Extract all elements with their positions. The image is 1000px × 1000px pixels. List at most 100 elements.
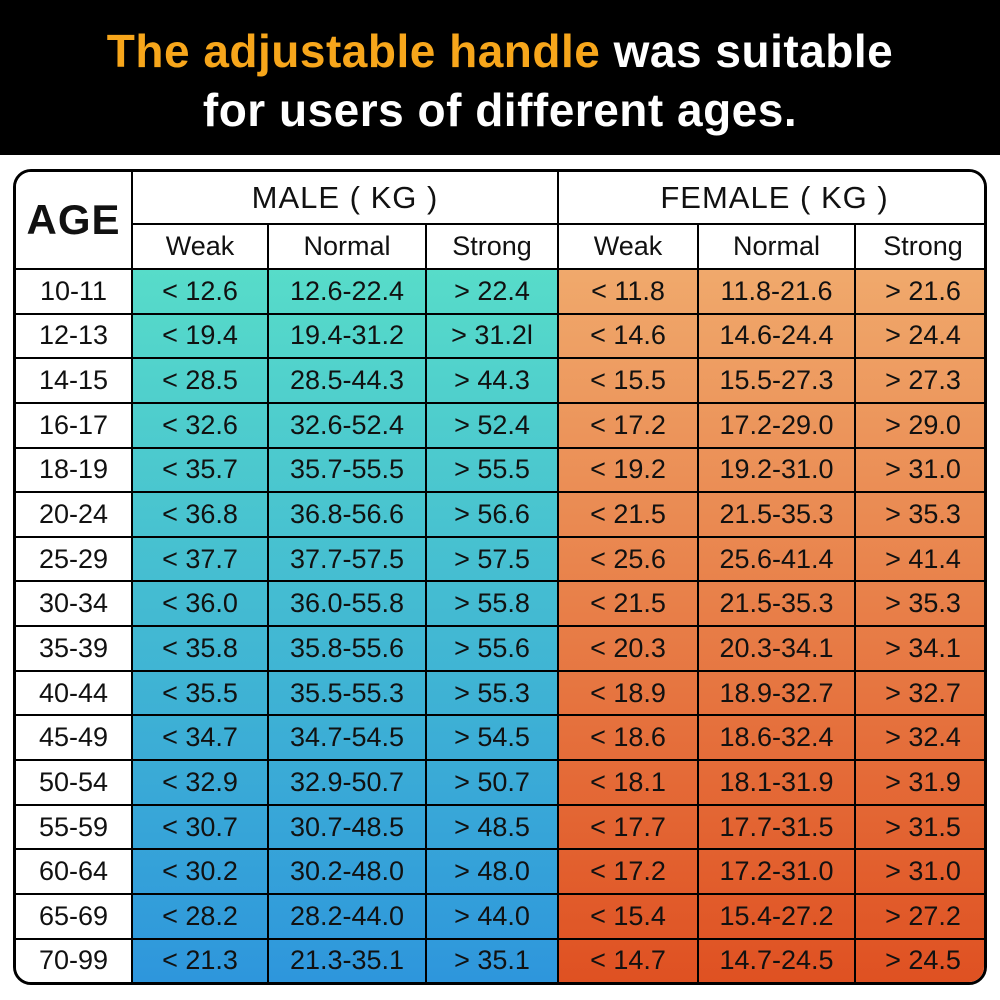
male-group-header: MALE ( KG ) xyxy=(130,172,560,225)
female-strong-cell: > 27.3 xyxy=(854,357,984,404)
age-range-cell: 70-99 xyxy=(16,937,133,982)
male-weak-cell: < 19.4 xyxy=(131,312,269,360)
female-normal-cell: 18.1-31.9 xyxy=(697,759,857,806)
male-weak-cell: < 36.0 xyxy=(131,580,269,628)
female-normal-cell: 19.2-31.0 xyxy=(697,446,857,494)
table-row: 55-59 < 30.7 30.7-48.5 > 48.5 < 17.7 17.7-31.… xyxy=(16,803,984,851)
female-normal-cell: 18.9-32.7 xyxy=(697,669,857,717)
age-range-cell: 50-54 xyxy=(16,759,133,806)
table-row: 14-15 < 28.5 28.5-44.3 > 44.3 < 15.5 15.5-27.… xyxy=(16,357,984,404)
age-range-cell: 18-19 xyxy=(16,446,133,494)
female-normal-cell: 17.2-31.0 xyxy=(697,848,857,895)
female-normal-cell: 11.8-21.6 xyxy=(697,268,857,315)
table-row: 35-39 < 35.8 35.8-55.6 > 55.6 < 20.3 20.3-34.… xyxy=(16,625,984,672)
female-weak-cell: < 15.5 xyxy=(557,357,700,404)
female-weak-header: Weak xyxy=(557,223,700,270)
strength-table: AGE MALE ( KG ) FEMALE ( KG ) Weak Norma… xyxy=(16,172,984,982)
female-strong-cell: > 29.0 xyxy=(854,401,984,449)
table-row: 65-69 < 28.2 28.2-44.0 > 44.0 < 15.4 15.4-27.… xyxy=(16,892,984,940)
male-strong-cell: > 44.3 xyxy=(424,357,560,404)
male-strong-cell: > 52.4 xyxy=(424,401,560,449)
female-normal-cell: 21.5-35.3 xyxy=(697,580,857,628)
female-weak-cell: < 25.6 xyxy=(557,535,700,583)
male-weak-header: Weak xyxy=(132,223,269,270)
male-strong-cell: > 55.3 xyxy=(424,669,560,717)
female-strong-cell: > 34.1 xyxy=(854,625,984,672)
male-normal-cell: 35.8-55.6 xyxy=(267,625,427,672)
male-normal-header: Normal xyxy=(267,223,427,270)
male-weak-cell: < 34.7 xyxy=(131,714,269,762)
table-row: 60-64 < 30.2 30.2-48.0 > 48.0 < 17.2 17.2-31.… xyxy=(16,848,984,895)
female-weak-cell: < 14.6 xyxy=(557,312,700,360)
male-weak-cell: < 28.5 xyxy=(131,357,269,404)
age-range-cell: 35-39 xyxy=(16,625,133,672)
male-normal-cell: 32.6-52.4 xyxy=(267,401,427,449)
age-range-cell: 30-34 xyxy=(16,580,133,628)
male-strong-cell: > 22.4 xyxy=(424,268,560,315)
male-weak-cell: < 32.9 xyxy=(131,759,269,806)
table-row: 45-49 < 34.7 34.7-54.5 > 54.5 < 18.6 18.6-32.… xyxy=(16,714,984,762)
female-weak-cell: < 21.5 xyxy=(557,580,700,628)
female-group-header: FEMALE ( KG ) xyxy=(557,172,984,225)
table-row: 10-11 < 12.6 12.6-22.4 > 22.4 < 11.8 11.8-21.… xyxy=(16,268,984,315)
female-normal-cell: 17.2-29.0 xyxy=(697,401,857,449)
age-range-cell: 12-13 xyxy=(16,312,133,360)
table-row: 18-19 < 35.7 35.7-55.5 > 55.5 < 19.2 19.2-31.… xyxy=(16,446,984,494)
female-weak-cell: < 15.4 xyxy=(557,892,700,940)
male-weak-cell: < 37.7 xyxy=(131,535,269,583)
male-weak-cell: < 30.7 xyxy=(131,803,269,851)
banner-title-line2: for users of different ages. xyxy=(202,83,798,136)
age-range-cell: 65-69 xyxy=(16,892,133,940)
banner-title-accent: The adjustable handle xyxy=(106,24,601,77)
female-strong-cell: > 32.7 xyxy=(854,669,984,717)
female-strong-cell: > 32.4 xyxy=(854,714,984,762)
table-row: 16-17 < 32.6 32.6-52.4 > 52.4 < 17.2 17.2-29.… xyxy=(16,401,984,449)
male-normal-cell: 28.5-44.3 xyxy=(267,357,427,404)
female-strong-cell: > 24.4 xyxy=(854,312,984,360)
male-normal-cell: 21.3-35.1 xyxy=(267,937,427,982)
male-normal-cell: 36.8-56.6 xyxy=(267,491,427,538)
female-weak-cell: < 17.7 xyxy=(557,803,700,851)
male-weak-cell: < 35.8 xyxy=(131,625,269,672)
female-strong-cell: > 35.3 xyxy=(854,491,984,538)
age-range-cell: 20-24 xyxy=(16,491,133,538)
male-strong-cell: > 55.5 xyxy=(424,446,560,494)
age-range-cell: 14-15 xyxy=(16,357,133,404)
strength-table-container: AGE MALE ( KG ) FEMALE ( KG ) Weak Norma… xyxy=(13,169,987,985)
female-strong-cell: > 31.9 xyxy=(854,759,984,806)
banner-title-line1: The adjustable handle was suitable xyxy=(107,22,893,81)
female-weak-cell: < 20.3 xyxy=(557,625,700,672)
female-weak-cell: < 14.7 xyxy=(557,937,700,982)
male-strong-header: Strong xyxy=(424,223,560,270)
banner-title-rest: was suitable xyxy=(600,24,894,77)
female-normal-cell: 18.6-32.4 xyxy=(697,714,857,762)
female-strong-header: Strong xyxy=(854,223,984,270)
female-weak-cell: < 18.6 xyxy=(557,714,700,762)
table-row: 20-24 < 36.8 36.8-56.6 > 56.6 < 21.5 21.5-35.… xyxy=(16,491,984,538)
male-strong-cell: > 48.0 xyxy=(424,848,560,895)
male-strong-cell: > 50.7 xyxy=(424,759,560,806)
female-normal-header: Normal xyxy=(697,223,857,270)
table-row: 40-44 < 35.5 35.5-55.3 > 55.3 < 18.9 18.9-32.… xyxy=(16,669,984,717)
male-strong-cell: > 56.6 xyxy=(424,491,560,538)
female-strong-cell: > 31.0 xyxy=(854,848,984,895)
table-row: 70-99 < 21.3 21.3-35.1 > 35.1 < 14.7 14.7-24.… xyxy=(16,937,984,982)
female-weak-cell: < 21.5 xyxy=(557,491,700,538)
female-normal-cell: 14.6-24.4 xyxy=(697,312,857,360)
table-row: 12-13 < 19.4 19.4-31.2 > 31.2l < 14.6 14.6-24… xyxy=(16,312,984,360)
male-strong-cell: > 44.0 xyxy=(424,892,560,940)
male-weak-cell: < 35.7 xyxy=(131,446,269,494)
male-strong-cell: > 55.6 xyxy=(424,625,560,672)
table-body: 10-11 < 12.6 12.6-22.4 > 22.4 < 11.8 11.8-21.… xyxy=(16,268,984,982)
female-weak-cell: < 18.1 xyxy=(557,759,700,806)
female-weak-cell: < 17.2 xyxy=(557,401,700,449)
male-normal-cell: 37.7-57.5 xyxy=(267,535,427,583)
male-normal-cell: 35.5-55.3 xyxy=(267,669,427,717)
male-weak-cell: < 28.2 xyxy=(131,892,269,940)
banner: The adjustable handle was suitable for u… xyxy=(0,0,1000,155)
age-range-cell: 40-44 xyxy=(16,669,133,717)
male-strong-cell: > 57.5 xyxy=(424,535,560,583)
female-normal-cell: 21.5-35.3 xyxy=(697,491,857,538)
male-strong-cell: > 31.2l xyxy=(424,312,560,360)
male-normal-cell: 30.7-48.5 xyxy=(267,803,427,851)
